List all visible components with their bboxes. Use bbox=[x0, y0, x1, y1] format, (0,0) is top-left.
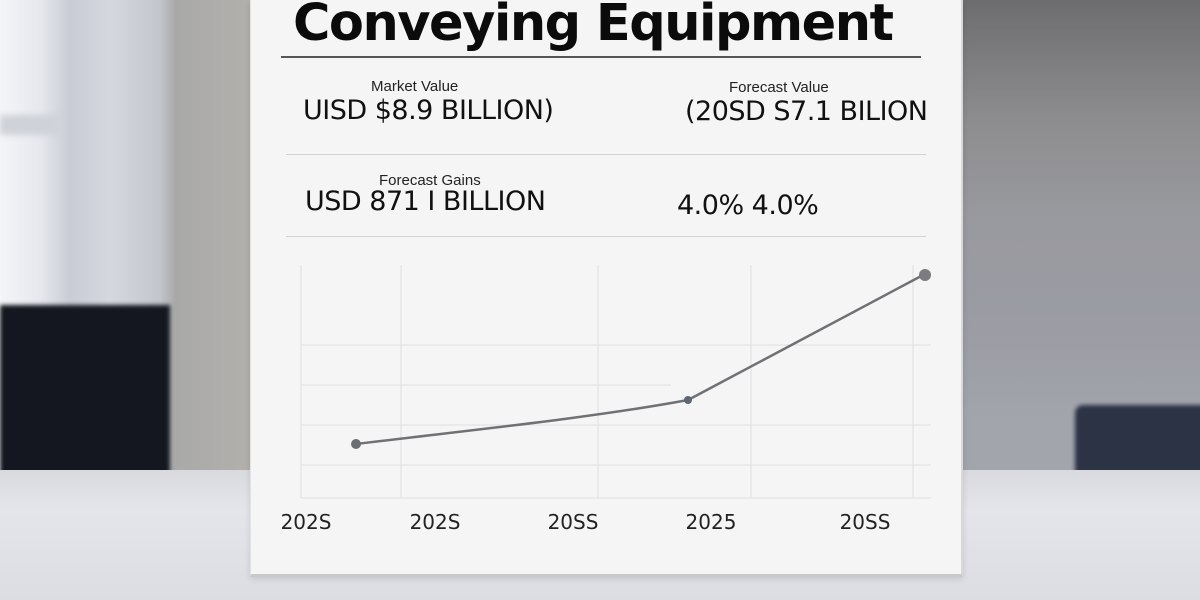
background-wall-right bbox=[955, 0, 1200, 480]
x-axis-tick-label: 202S bbox=[280, 510, 332, 534]
data-point-marker bbox=[684, 396, 692, 404]
data-point-marker bbox=[351, 439, 361, 449]
market-value-label: Market Value bbox=[371, 78, 459, 95]
section-divider bbox=[286, 154, 926, 155]
infographic-board: Conveying Equipment Market Value UISD $8… bbox=[250, 0, 963, 577]
page-title: Conveying Equipment bbox=[293, 0, 894, 53]
data-point-marker bbox=[919, 269, 931, 281]
x-axis-tick-label: 20SS bbox=[839, 510, 891, 534]
forecast-gains-value: USD 871 I BILLION bbox=[305, 186, 546, 217]
forecast-value-label: Forecast Value bbox=[729, 79, 829, 96]
growth-rate-value: 4.0% 4.0% bbox=[677, 190, 819, 221]
x-axis-tick-label: 202S bbox=[409, 510, 461, 534]
x-axis-tick-label: 2025 bbox=[685, 510, 737, 534]
background-chair bbox=[1075, 405, 1200, 475]
x-axis-tick-label: 20SS bbox=[547, 510, 599, 534]
section-divider bbox=[286, 236, 926, 237]
background-window-frame bbox=[0, 115, 60, 135]
market-value: UISD $8.9 BILLION) bbox=[303, 95, 554, 126]
series-line bbox=[355, 272, 926, 446]
forecast-value: (20SD S7.1 BILION bbox=[685, 96, 928, 127]
forecast-gains-label: Forecast Gains bbox=[379, 172, 481, 189]
background-cabinet bbox=[0, 305, 170, 475]
chart-plot-area bbox=[300, 265, 931, 499]
title-underline bbox=[281, 56, 921, 58]
line-chart: 202S 202S 20SS 2025 20SS bbox=[281, 240, 931, 534]
chart-gridlines bbox=[300, 265, 931, 499]
